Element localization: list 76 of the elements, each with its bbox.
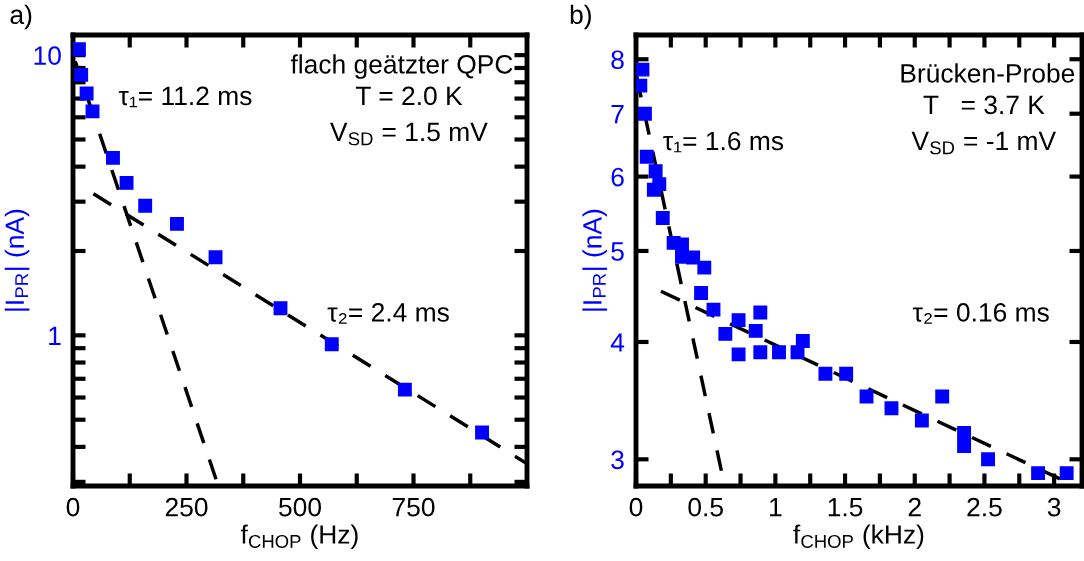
point (106, 150, 120, 165)
text: b) (570, 4, 591, 30)
annotation: Brücken-Probe (901, 63, 1075, 83)
point (957, 438, 972, 453)
y-tick-label: 5 (611, 242, 624, 261)
annotation: flach geätzter QPC (290, 54, 513, 79)
point (748, 323, 763, 338)
point (273, 301, 288, 316)
x-tick-label: 2 (908, 497, 921, 517)
y-tick-label: 10 (34, 46, 61, 65)
x-axis-title: f$_{CHOP}$ (Hz) (240, 524, 358, 550)
point (859, 389, 874, 404)
point (731, 313, 746, 328)
point (397, 382, 412, 397)
point (85, 104, 100, 119)
point (637, 106, 652, 121)
point (648, 164, 663, 179)
x-tick-label: 2.5 (967, 497, 1002, 517)
y-tick-label: 3 (611, 450, 624, 470)
point (694, 286, 709, 300)
point (636, 62, 650, 77)
point (79, 86, 94, 101)
annotation: τ₂= 2.4 ms (327, 303, 449, 324)
point (655, 211, 670, 226)
point (697, 260, 712, 275)
point (208, 250, 223, 265)
point (884, 401, 899, 416)
annotation: T = 3.7 K (923, 95, 1045, 115)
annotation: τ₂= 0.16 ms (912, 303, 1049, 324)
y-tick-label: 7 (611, 105, 624, 124)
y-tick-label: 6 (611, 167, 624, 187)
x-tick-label: 0 (629, 497, 643, 517)
point (74, 67, 89, 82)
annotation: T = 2.0 K (355, 86, 463, 106)
point (839, 366, 854, 381)
point (170, 216, 184, 231)
point (639, 149, 654, 164)
x-tick-label: 750 (392, 497, 435, 517)
point (686, 250, 701, 265)
annotation: τ₁= 11.2 ms (118, 86, 252, 108)
y-tick-label: 4 (610, 333, 625, 352)
point (706, 302, 721, 317)
point (753, 345, 768, 360)
x-axis-title: f$_{CHOP}$ (kHz) (793, 524, 924, 550)
point (914, 413, 929, 428)
x-tick-label: 0 (66, 497, 80, 517)
text: a) (10, 4, 32, 30)
x-tick-label: 0.5 (688, 497, 723, 517)
annotation: V$_{SD}$ = -1 mV (911, 131, 1056, 155)
point (731, 347, 746, 362)
annotation: τ₁= 1.6 ms (663, 131, 784, 153)
x-tick-label: 250 (165, 497, 208, 517)
x-tick-label: 1.5 (828, 498, 863, 517)
point (73, 42, 86, 57)
x-tick-label: 3 (1047, 497, 1061, 517)
point (119, 175, 134, 190)
point (935, 389, 950, 404)
y-axis-title: |I$_{PR}$| (nA) (582, 209, 608, 311)
y-axis-title: |I$_{PR}$| (nA) (4, 209, 30, 311)
point (753, 305, 768, 320)
point (957, 426, 972, 440)
y-tick-label: 8 (611, 50, 624, 70)
point (718, 326, 733, 341)
x-tick-label: 500 (279, 497, 321, 517)
x-tick-label: 1 (770, 498, 782, 517)
point (475, 425, 489, 440)
point (138, 198, 153, 213)
point (324, 337, 339, 352)
point (818, 366, 833, 381)
point (795, 334, 810, 348)
point (772, 345, 786, 360)
annotation: V$_{SD}$ = 1.5 mV (330, 122, 488, 146)
point (1059, 466, 1074, 481)
point (981, 452, 996, 467)
point (646, 182, 661, 197)
point (1031, 466, 1046, 481)
